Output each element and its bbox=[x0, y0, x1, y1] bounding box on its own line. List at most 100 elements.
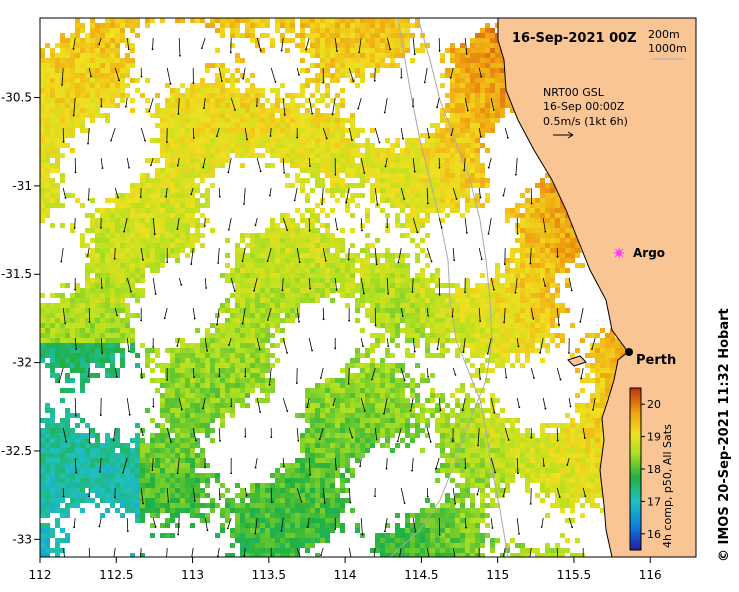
sst-cell bbox=[225, 388, 230, 393]
sst-cell bbox=[260, 358, 265, 363]
sst-cell bbox=[465, 78, 470, 83]
sst-cell bbox=[590, 398, 595, 403]
sst-cell bbox=[385, 168, 390, 173]
sst-cell bbox=[375, 153, 380, 158]
sst-cell bbox=[360, 258, 365, 263]
sst-cell bbox=[385, 193, 390, 198]
sst-cell bbox=[320, 153, 325, 158]
sst-cell bbox=[280, 338, 285, 343]
sst-cell bbox=[335, 108, 340, 113]
sst-cell bbox=[495, 323, 500, 328]
sst-cell bbox=[190, 148, 195, 153]
sst-cell bbox=[70, 88, 75, 93]
sst-cell bbox=[50, 368, 55, 373]
sst-cell bbox=[295, 148, 300, 153]
sst-cell bbox=[45, 348, 50, 353]
sst-cell bbox=[215, 118, 220, 123]
sst-cell bbox=[260, 273, 265, 278]
sst-cell bbox=[590, 413, 595, 418]
sst-cell bbox=[110, 348, 115, 353]
sst-cell bbox=[385, 138, 390, 143]
sst-cell bbox=[250, 328, 255, 333]
sst-cell bbox=[530, 328, 535, 333]
sst-cell bbox=[55, 203, 60, 208]
sst-cell bbox=[175, 388, 180, 393]
sst-cell bbox=[420, 278, 425, 283]
sst-cell bbox=[420, 188, 425, 193]
sst-cell bbox=[170, 108, 175, 113]
sst-cell bbox=[250, 128, 255, 133]
sst-cell bbox=[410, 413, 415, 418]
sst-cell bbox=[470, 348, 475, 353]
sst-cell bbox=[310, 113, 315, 118]
sst-cell bbox=[360, 18, 365, 23]
sst-cell bbox=[150, 188, 155, 193]
sst-cell bbox=[265, 378, 270, 383]
sst-cell bbox=[235, 358, 240, 363]
sst-cell bbox=[320, 138, 325, 143]
sst-cell bbox=[105, 288, 110, 293]
sst-cell bbox=[460, 193, 465, 198]
sst-cell bbox=[280, 248, 285, 253]
sst-cell bbox=[105, 218, 110, 223]
sst-cell bbox=[265, 163, 270, 168]
sst-cell bbox=[370, 23, 375, 28]
sst-cell bbox=[535, 218, 540, 223]
sst-cell bbox=[160, 178, 165, 183]
sst-cell bbox=[350, 28, 355, 33]
sst-cell bbox=[145, 238, 150, 243]
sst-cell bbox=[55, 348, 60, 353]
sst-cell bbox=[260, 378, 265, 383]
sst-cell bbox=[290, 253, 295, 258]
sst-cell bbox=[225, 273, 230, 278]
sst-cell bbox=[55, 68, 60, 73]
sst-cell bbox=[315, 83, 320, 88]
sst-cell bbox=[230, 33, 235, 38]
sst-cell bbox=[85, 53, 90, 58]
sst-cell bbox=[50, 413, 55, 418]
sst-cell bbox=[440, 58, 445, 63]
sst-cell bbox=[435, 188, 440, 193]
sst-cell bbox=[40, 198, 45, 203]
sst-cell bbox=[305, 138, 310, 143]
sst-cell bbox=[60, 398, 65, 403]
sst-cell bbox=[420, 248, 425, 253]
sst-cell bbox=[120, 68, 125, 73]
sst-cell bbox=[460, 403, 465, 408]
sst-cell bbox=[280, 213, 285, 218]
sst-cell bbox=[400, 153, 405, 158]
sst-cell bbox=[430, 288, 435, 293]
sst-cell bbox=[405, 48, 410, 53]
sst-cell bbox=[40, 333, 45, 338]
sst-cell bbox=[160, 138, 165, 143]
sst-cell bbox=[55, 148, 60, 153]
sst-cell bbox=[415, 303, 420, 308]
sst-cell bbox=[50, 323, 55, 328]
sst-cell bbox=[85, 273, 90, 278]
sst-cell bbox=[45, 198, 50, 203]
sst-cell bbox=[485, 103, 490, 108]
sst-cell bbox=[430, 203, 435, 208]
sst-cell bbox=[405, 308, 410, 313]
sst-cell bbox=[420, 268, 425, 273]
sst-cell bbox=[245, 348, 250, 353]
sst-cell bbox=[160, 363, 165, 368]
sst-cell bbox=[395, 298, 400, 303]
sst-cell bbox=[435, 183, 440, 188]
sst-cell bbox=[535, 253, 540, 258]
sst-cell bbox=[385, 418, 390, 423]
sst-cell bbox=[300, 213, 305, 218]
sst-cell bbox=[600, 398, 605, 403]
sst-cell bbox=[185, 98, 190, 103]
sst-cell bbox=[405, 328, 410, 333]
sst-cell bbox=[520, 293, 525, 298]
sst-cell bbox=[315, 18, 320, 23]
sst-cell bbox=[210, 168, 215, 173]
sst-cell bbox=[205, 118, 210, 123]
sst-cell bbox=[175, 183, 180, 188]
sst-cell bbox=[250, 108, 255, 113]
sst-cell bbox=[560, 423, 565, 428]
sst-cell bbox=[535, 278, 540, 283]
sst-cell bbox=[565, 428, 570, 433]
sst-cell bbox=[115, 238, 120, 243]
